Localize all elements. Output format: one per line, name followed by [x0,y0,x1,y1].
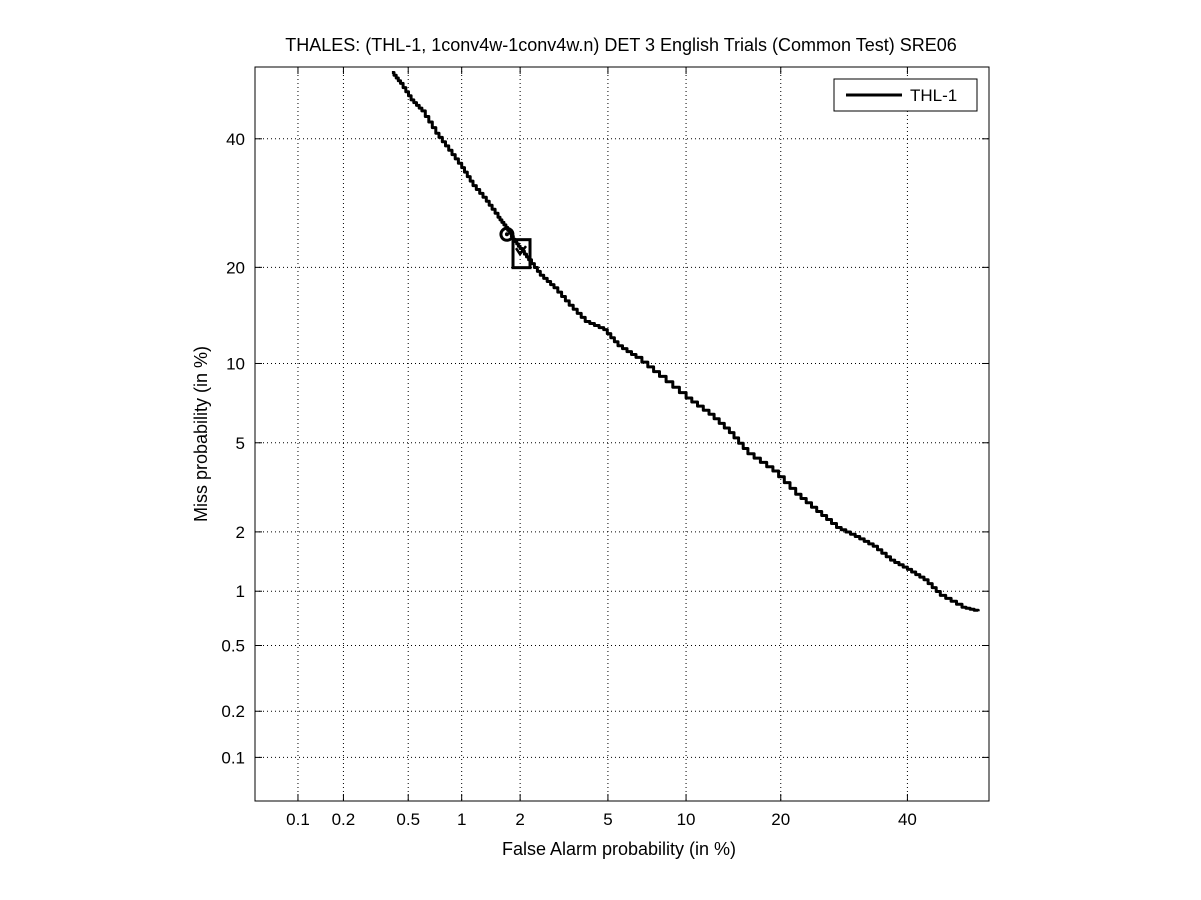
y-tick-label: 40 [226,130,245,149]
x-tick-label: 40 [898,810,917,829]
x-tick-label: 2 [515,810,524,829]
y-tick-label: 0.1 [221,748,245,767]
series-line-thl-1 [391,71,980,612]
y-tick-label: 0.2 [221,702,245,721]
x-tick-label: 5 [603,810,612,829]
series-layer [391,71,980,612]
x-tick-label: 20 [771,810,790,829]
x-tick-label: 0.2 [332,810,356,829]
y-axis-ticks: 0.1 0.2 0.5 1 2 5 10 20 40 [221,130,989,767]
actual-decision-point-marker-dot [504,232,509,237]
x-tick-label: 0.1 [286,810,310,829]
legend: THL-1 [833,78,978,112]
actual-decision-point-marker [499,226,515,242]
markers-layer [499,226,532,270]
chart-title: THALES: (THL-1, 1conv4w-1conv4w.n) DET 3… [285,35,957,55]
x-axis-label: False Alarm probability (in %) [502,839,736,859]
axes-frame [254,66,990,802]
min-dcf-point-marker [511,238,532,270]
y-tick-label: 5 [236,434,245,453]
y-tick-label: 2 [236,523,245,542]
x-tick-label: 10 [677,810,696,829]
legend-entry-thl-1: THL-1 [910,86,957,105]
x-tick-label: 0.5 [396,810,420,829]
x-axis-ticks: 0.1 0.2 0.5 1 2 5 10 20 40 [286,67,917,829]
y-tick-label: 0.5 [221,636,245,655]
min-dcf-check-marker [514,245,528,257]
x-tick-label: 1 [457,810,466,829]
y-tick-label: 20 [226,258,245,277]
y-tick-label: 10 [226,354,245,373]
y-axis-label: Miss probability (in %) [191,346,211,522]
y-tick-label: 1 [236,582,245,601]
